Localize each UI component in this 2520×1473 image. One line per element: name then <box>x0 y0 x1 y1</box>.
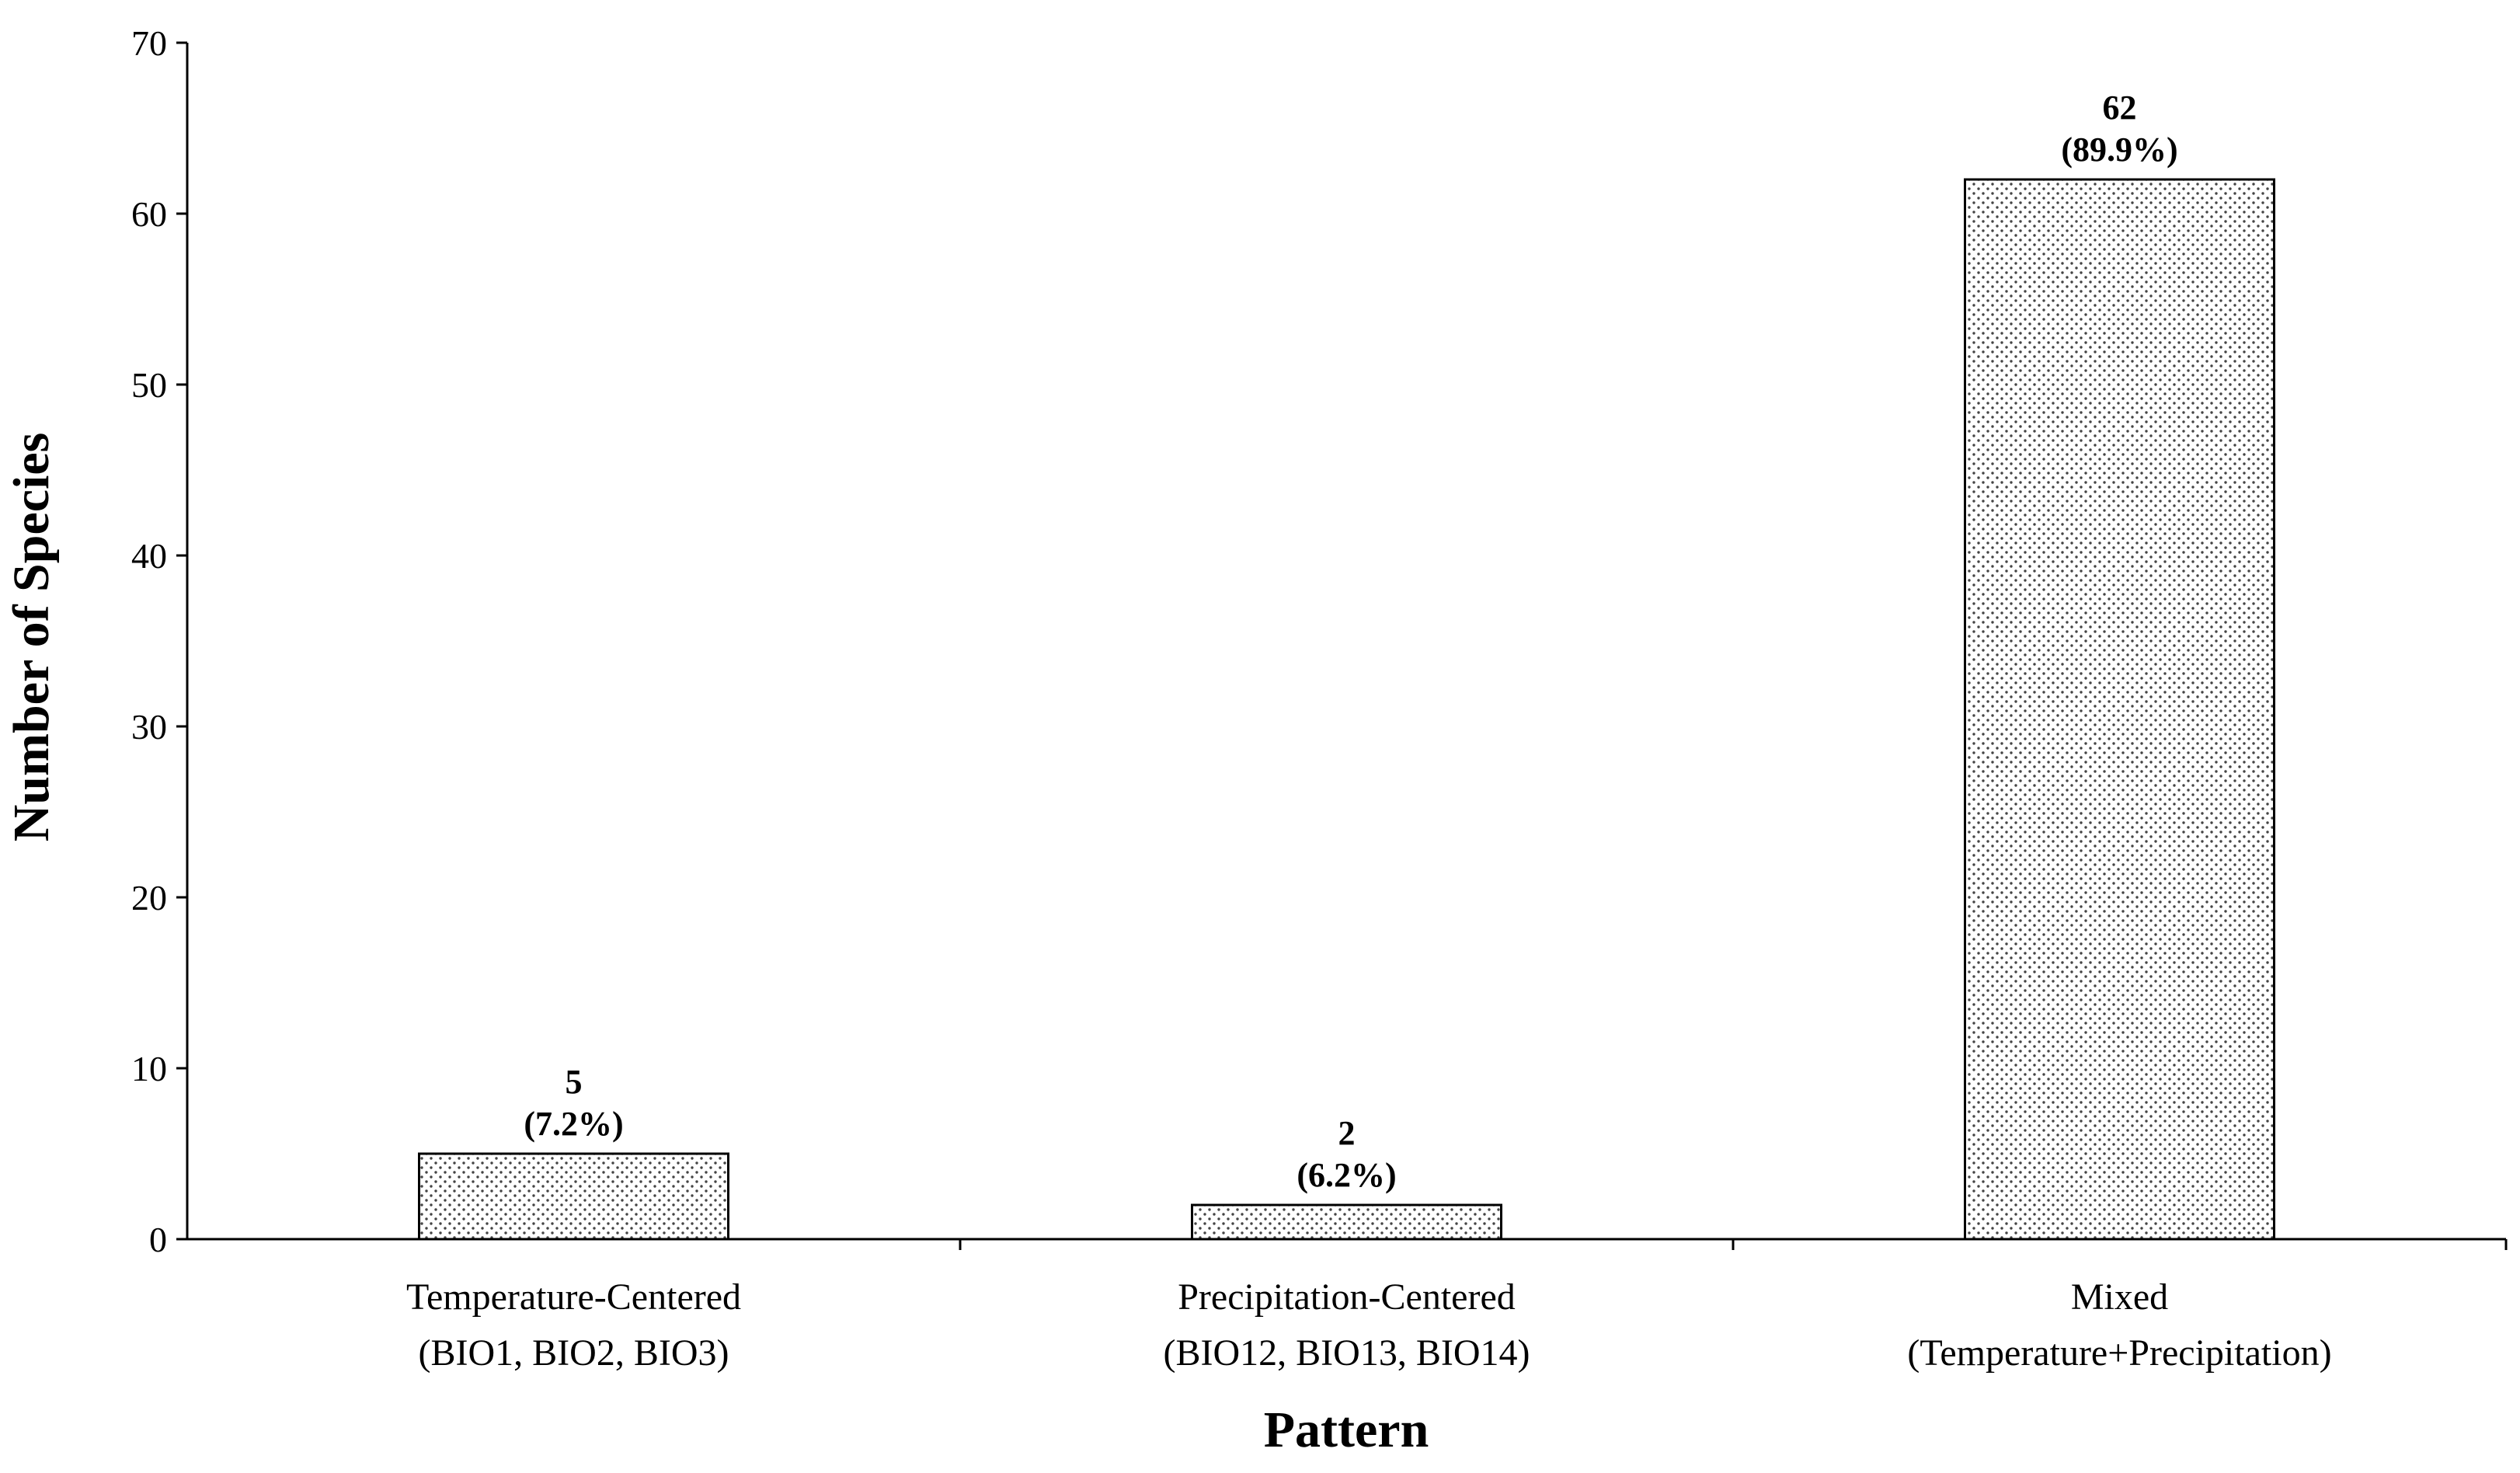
data-label-percent: (6.2%) <box>1297 1156 1396 1194</box>
x-category-sublabel: (Temperature+Precipitation) <box>1907 1332 2331 1374</box>
y-tick-label: 10 <box>131 1049 167 1088</box>
x-category-label: Precipitation-Centered <box>1178 1276 1516 1318</box>
y-axis-title: Number of Species <box>3 433 60 842</box>
bar <box>1964 178 2275 1241</box>
x-category-label: Temperature-Centered <box>406 1276 741 1318</box>
y-axis-ticks: 0 10 20 30 40 50 60 70 <box>131 23 187 1259</box>
y-tick-label: 30 <box>131 707 167 747</box>
data-label-value: 5 <box>566 1063 583 1101</box>
y-tick-label: 50 <box>131 365 167 405</box>
x-axis-categories: Temperature-Centered (BIO1, BIO2, BIO3) Pr… <box>406 1276 2332 1374</box>
y-tick-label: 0 <box>149 1220 167 1259</box>
bars <box>418 178 2275 1241</box>
y-tick-label: 20 <box>131 878 167 918</box>
y-tick-label: 70 <box>131 23 167 63</box>
data-labels: 5 (7.2%) 2 (6.2%) 62 (89.9%) <box>524 89 2177 1194</box>
y-tick-label: 60 <box>131 194 167 234</box>
x-axis-title: Pattern <box>1264 1402 1429 1458</box>
data-label-percent: (89.9%) <box>2061 131 2177 169</box>
y-tick-label: 40 <box>131 536 167 576</box>
data-label-percent: (7.2%) <box>524 1105 623 1143</box>
data-label-value: 2 <box>1338 1114 1356 1152</box>
x-category-sublabel: (BIO1, BIO2, BIO3) <box>419 1332 729 1374</box>
x-category-label: Mixed <box>2071 1276 2168 1318</box>
x-category-sublabel: (BIO12, BIO13, BIO14) <box>1164 1332 1530 1374</box>
bar <box>1191 1203 1502 1241</box>
bar <box>418 1152 729 1241</box>
data-label-value: 62 <box>2103 89 2137 127</box>
